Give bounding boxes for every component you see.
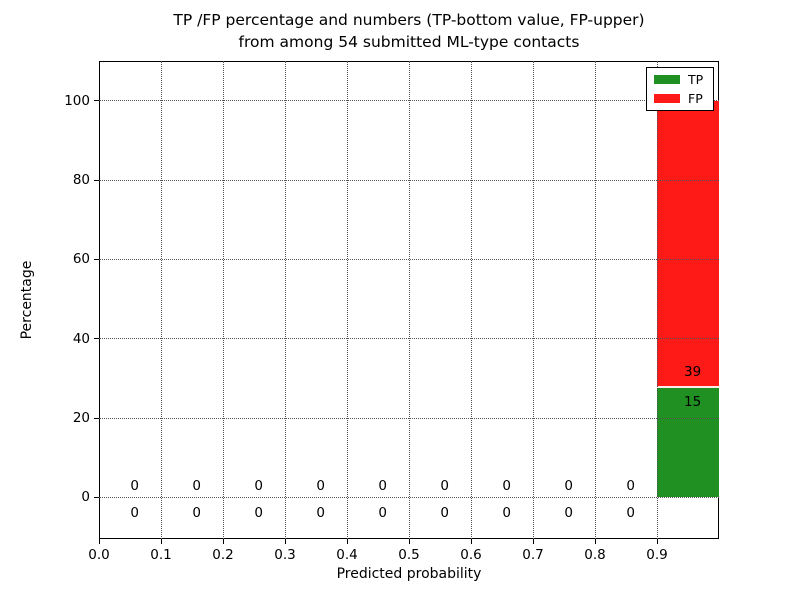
y-tick-label: 80: [72, 172, 90, 188]
x-tick-label: 0.8: [584, 547, 606, 563]
gridline-vertical: [656, 61, 658, 539]
tp-count-label: 15: [684, 394, 702, 411]
gridline-vertical: [532, 61, 534, 539]
legend-entry-fp: FP: [647, 92, 713, 105]
bar-segment-fp: [657, 100, 719, 388]
bar-segment-separator: [657, 386, 719, 389]
legend-swatch-fp: [654, 93, 680, 103]
x-tick: [222, 539, 224, 544]
y-tick: [94, 338, 99, 340]
y-tick: [94, 258, 99, 260]
x-tick-label: 0.5: [398, 547, 420, 563]
y-tick-label: 20: [72, 410, 90, 426]
fp-count-label: 39: [684, 364, 702, 381]
x-tick-label: 0.2: [212, 547, 234, 563]
tp-count-label: 0: [316, 505, 325, 522]
chart-title: TP /FP percentage and numbers (TP-bottom…: [99, 9, 719, 53]
legend-entry-tp: TP: [647, 73, 713, 86]
x-tick: [160, 539, 162, 544]
chart-title-line2: from among 54 submitted ML-type contacts: [238, 33, 580, 51]
x-tick: [470, 539, 472, 544]
fp-count-label: 0: [440, 477, 449, 494]
x-tick-label: 0.3: [274, 547, 296, 563]
x-tick-label: 0.6: [460, 547, 482, 563]
fp-count-label: 0: [192, 477, 201, 494]
gridline-horizontal: [99, 496, 719, 498]
x-tick: [98, 539, 100, 544]
x-tick-label: 0.0: [88, 547, 110, 563]
tp-count-label: 0: [502, 505, 511, 522]
tp-count-label: 0: [378, 505, 387, 522]
fp-count-label: 0: [564, 477, 573, 494]
y-tick: [94, 100, 99, 102]
x-tick: [532, 539, 534, 544]
gridline-vertical: [346, 61, 348, 539]
gridline-horizontal: [99, 179, 719, 181]
fp-count-label: 0: [626, 477, 635, 494]
x-tick: [408, 539, 410, 544]
tp-count-label: 0: [192, 505, 201, 522]
x-tick-label: 0.9: [646, 547, 668, 563]
x-tick-label: 0.7: [522, 547, 544, 563]
x-tick-label: 0.1: [150, 547, 172, 563]
fp-count-label: 0: [316, 477, 325, 494]
y-tick-label: 100: [64, 92, 90, 109]
legend: TP FP: [646, 67, 714, 111]
gridline-vertical: [408, 61, 410, 539]
gridline-vertical: [470, 61, 472, 539]
x-tick-label: 0.4: [336, 547, 358, 563]
gridline-vertical: [284, 61, 286, 539]
y-tick: [94, 179, 99, 181]
fp-count-label: 0: [130, 477, 139, 494]
tp-count-label: 0: [564, 505, 573, 522]
tp-count-label: 0: [254, 505, 263, 522]
gridline-horizontal: [99, 100, 719, 102]
fp-count-label: 0: [254, 477, 263, 494]
chart-title-line1: TP /FP percentage and numbers (TP-bottom…: [173, 11, 645, 29]
y-axis-label: Percentage: [19, 260, 35, 340]
gridline-horizontal: [99, 258, 719, 260]
y-tick: [94, 496, 99, 498]
legend-label-tp: TP: [688, 72, 704, 88]
y-tick-label: 60: [72, 251, 90, 268]
y-tick-label: 40: [72, 330, 90, 347]
x-tick: [284, 539, 286, 544]
fp-count-label: 0: [502, 477, 511, 494]
tp-count-label: 0: [440, 505, 449, 522]
tp-count-label: 0: [130, 505, 139, 522]
legend-label-fp: FP: [688, 90, 703, 106]
x-tick: [594, 539, 596, 544]
y-tick-label: 0: [81, 489, 90, 506]
bar-segment-tp: [657, 387, 719, 498]
y-tick: [94, 417, 99, 419]
gridline-vertical: [594, 61, 596, 539]
x-axis-label: Predicted probability: [336, 566, 482, 582]
gridline-horizontal: [99, 338, 719, 340]
tp-count-label: 0: [626, 505, 635, 522]
gridline-horizontal: [99, 417, 719, 419]
gridline-vertical: [222, 61, 224, 539]
fp-count-label: 0: [378, 477, 387, 494]
x-tick: [346, 539, 348, 544]
legend-swatch-tp: [654, 75, 680, 85]
gridline-vertical: [160, 61, 162, 539]
x-tick: [656, 539, 658, 544]
